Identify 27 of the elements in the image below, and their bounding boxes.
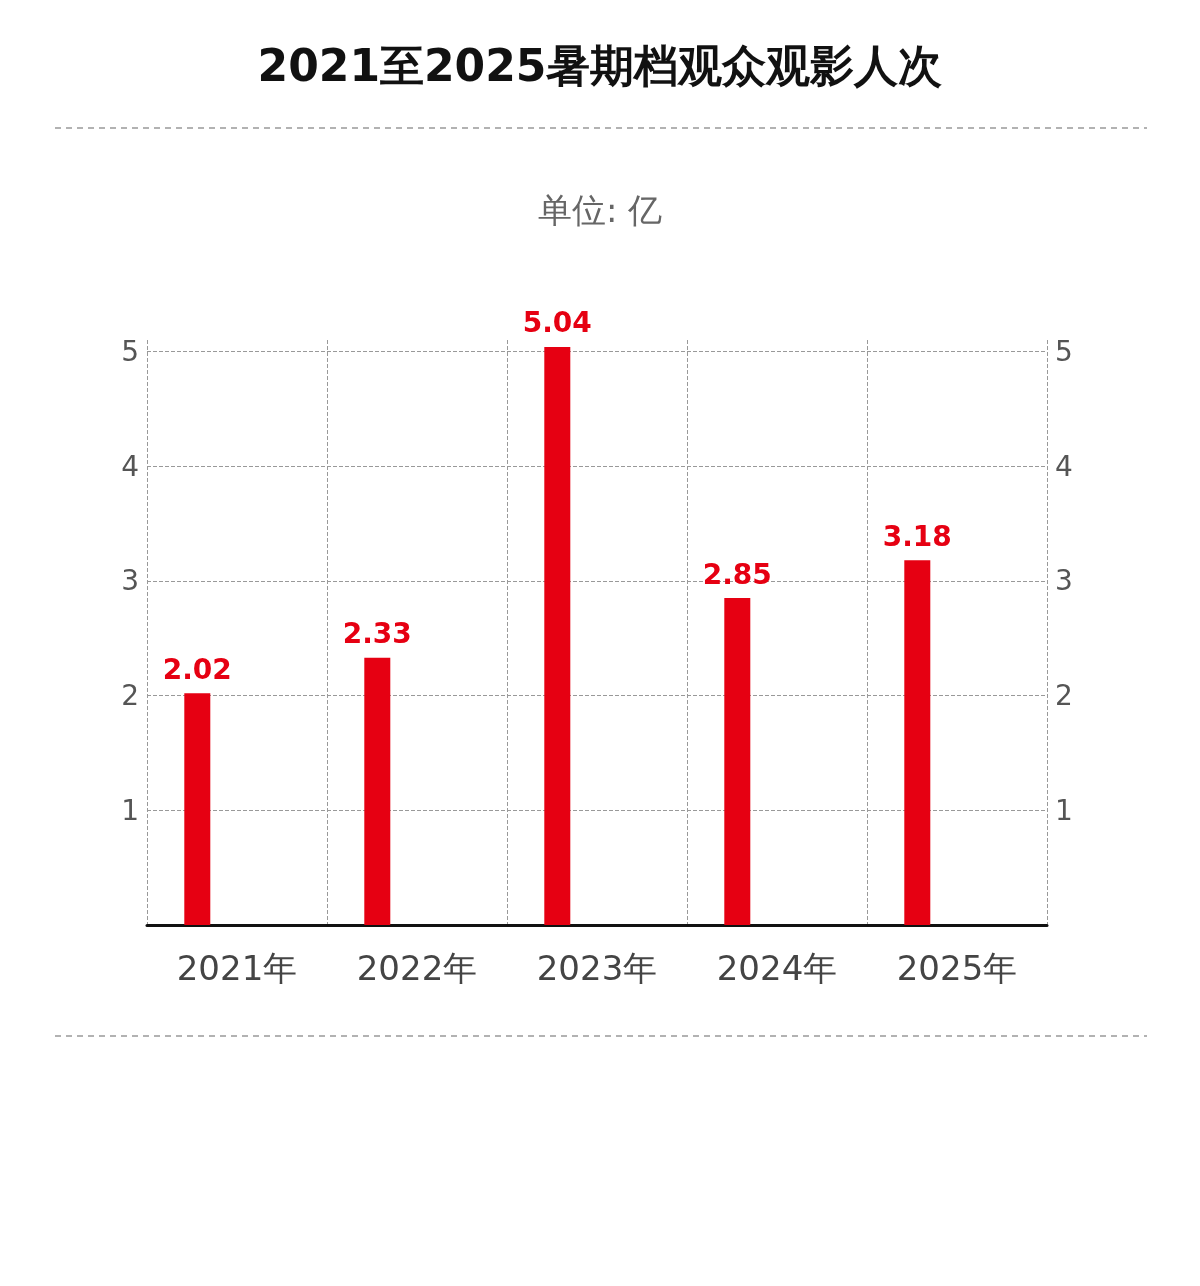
data-label: 2.85 [702,557,772,591]
y2-tick-label: 2 [1055,679,1073,713]
chart-subtitle: 单位: 亿 [537,190,663,230]
bar [904,560,931,925]
bar [364,657,391,925]
x-tick-label: 2024年 [716,948,838,988]
chart-title: 2021至2025暑期档观众观影人次 [257,39,943,91]
x-tick-label: 2023年 [536,948,658,988]
x-tick-label: 2021年 [176,948,298,988]
y2-tick-label: 3 [1055,564,1073,598]
data-label: 2.02 [162,652,232,686]
data-label: 3.18 [882,519,952,553]
y-tick-label: 2 [121,679,139,713]
y-tick-label: 4 [121,449,139,483]
y-tick-label: 3 [121,564,139,598]
data-label: 5.04 [522,306,592,340]
y-tick-label: 1 [121,793,139,827]
y2-tick-label: 1 [1055,793,1073,827]
x-tick-label: 2025年 [896,948,1018,988]
y2-tick-label: 4 [1055,449,1073,483]
data-label: 2.33 [342,617,412,651]
bar [544,346,571,925]
bar [184,693,211,925]
y-tick-label: 5 [121,334,139,368]
x-tick-label: 2022年 [356,948,478,988]
y2-tick-label: 5 [1055,334,1073,368]
bar [724,598,751,925]
